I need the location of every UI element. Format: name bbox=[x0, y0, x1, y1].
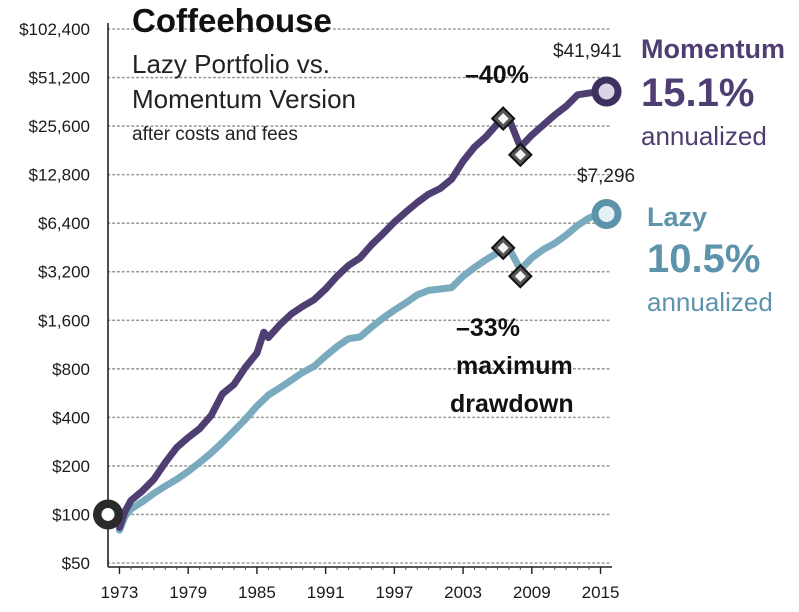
lazy-rate-note: annualized bbox=[647, 287, 773, 317]
x-axis-ticks: 1973 1979 1985 1991 1997 2003 2009 2015 bbox=[101, 567, 620, 602]
x-tick-label: 2015 bbox=[582, 583, 620, 602]
momentum-drawdown-label: –40% bbox=[465, 61, 529, 89]
x-tick-label: 1973 bbox=[101, 583, 139, 602]
start-point-marker-center bbox=[101, 507, 115, 521]
chart-subtitle-line-2: Momentum Version bbox=[132, 84, 356, 114]
momentum-drawdown-peak-marker-inner bbox=[497, 113, 509, 125]
momentum-line bbox=[116, 88, 604, 531]
drawdown-markers bbox=[490, 106, 533, 289]
x-tick-label: 1991 bbox=[307, 583, 345, 602]
lazy-legend-name: Lazy bbox=[647, 202, 707, 232]
x-tick-label: 1985 bbox=[238, 583, 276, 602]
y-tick-label: $6,400 bbox=[38, 214, 90, 233]
x-tick-label: 1997 bbox=[375, 583, 413, 602]
lazy-rate: 10.5% bbox=[647, 237, 760, 281]
drawdown-note-line-2: drawdown bbox=[450, 390, 574, 418]
y-tick-label: $51,200 bbox=[29, 69, 90, 88]
y-tick-label: $50 bbox=[62, 554, 90, 573]
momentum-legend-name: Momentum bbox=[641, 34, 785, 64]
lazy-drawdown-label: –33% bbox=[456, 314, 520, 342]
x-tick-label: 2003 bbox=[444, 583, 482, 602]
momentum-rate: 15.1% bbox=[641, 71, 754, 115]
y-tick-label: $400 bbox=[52, 408, 90, 427]
y-tick-label: $12,800 bbox=[29, 166, 90, 185]
y-tick-label: $800 bbox=[52, 360, 90, 379]
y-tick-label: $3,200 bbox=[38, 263, 90, 282]
lazy-drawdown-peak-marker-inner bbox=[497, 242, 509, 254]
momentum-rate-note: annualized bbox=[641, 121, 767, 151]
momentum-end-value: $41,941 bbox=[553, 41, 622, 62]
lazy-end-value: $7,296 bbox=[577, 166, 635, 187]
lazy-end-marker-center bbox=[598, 206, 615, 223]
lazy-drawdown-trough-marker-inner bbox=[514, 270, 526, 282]
y-axis-ticks: $50 $100 $200 $400 $800 $1,600 $3,200 $6,400 $12… bbox=[19, 20, 90, 573]
y-tick-label: $200 bbox=[52, 457, 90, 476]
momentum-drawdown-trough-marker-inner bbox=[514, 149, 526, 161]
y-tick-label: $1,600 bbox=[38, 311, 90, 330]
x-tick-label: 2009 bbox=[513, 583, 551, 602]
drawdown-note-line-1: maximum bbox=[456, 352, 573, 380]
y-tick-label: $100 bbox=[52, 505, 90, 524]
chart-subtitle-note: after costs and fees bbox=[132, 124, 298, 145]
y-tick-label: $102,400 bbox=[19, 20, 90, 39]
series-endpoints bbox=[93, 76, 622, 530]
x-tick-label: 1979 bbox=[169, 583, 207, 602]
y-tick-label: $25,600 bbox=[29, 117, 90, 136]
chart-subtitle-line-1: Lazy Portfolio vs. bbox=[132, 49, 330, 79]
momentum-end-marker-center bbox=[598, 83, 615, 100]
chart-title: Coffeehouse bbox=[132, 2, 332, 39]
